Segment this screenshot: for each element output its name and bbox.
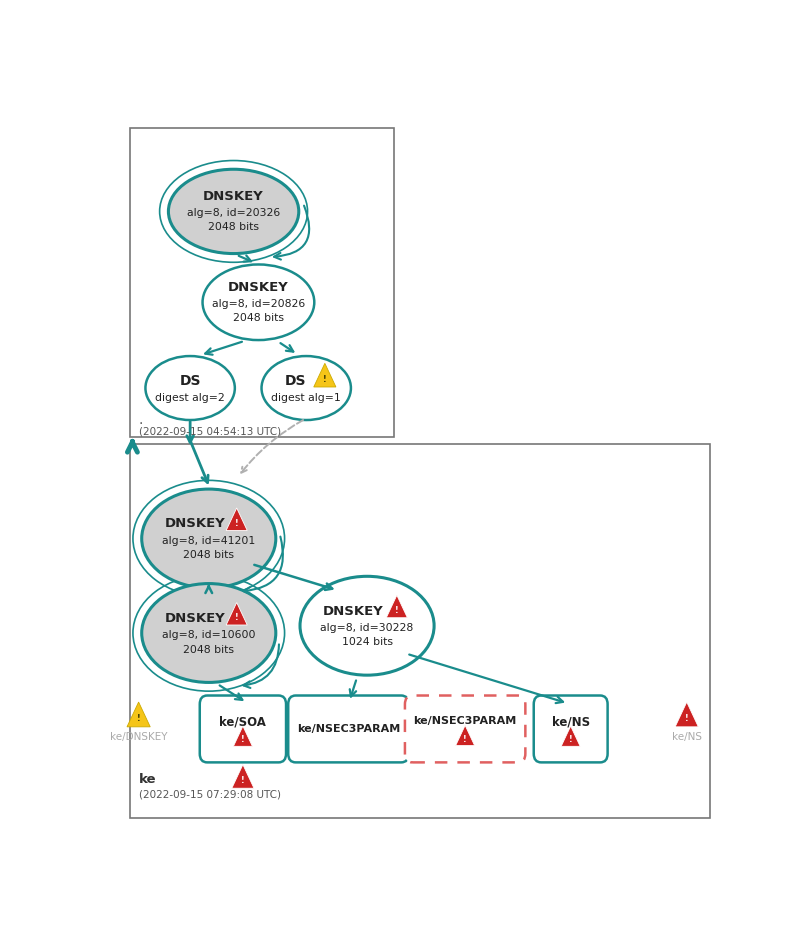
Text: DNSKEY: DNSKEY bbox=[165, 612, 225, 625]
Text: !: ! bbox=[235, 519, 239, 528]
Text: ke/NSEC3PARAM: ke/NSEC3PARAM bbox=[413, 716, 517, 726]
Text: 2048 bits: 2048 bits bbox=[208, 223, 259, 232]
Text: DNSKEY: DNSKEY bbox=[228, 281, 289, 295]
Polygon shape bbox=[127, 702, 151, 727]
Text: !: ! bbox=[685, 715, 689, 723]
Text: !: ! bbox=[395, 606, 399, 615]
Text: ke/SOA: ke/SOA bbox=[219, 716, 267, 728]
Polygon shape bbox=[456, 725, 475, 746]
Text: ke/NS: ke/NS bbox=[552, 716, 590, 728]
Text: DNSKEY: DNSKEY bbox=[323, 605, 384, 617]
Text: !: ! bbox=[241, 735, 245, 744]
Text: ke/DNSKEY: ke/DNSKEY bbox=[110, 732, 167, 742]
Ellipse shape bbox=[168, 169, 299, 254]
Text: 1024 bits: 1024 bits bbox=[341, 637, 392, 648]
Text: DS: DS bbox=[179, 374, 201, 388]
Text: .: . bbox=[139, 413, 143, 427]
Text: ke/NSEC3PARAM: ke/NSEC3PARAM bbox=[297, 724, 400, 733]
Polygon shape bbox=[314, 363, 336, 387]
FancyBboxPatch shape bbox=[199, 696, 286, 763]
Text: 2048 bits: 2048 bits bbox=[183, 550, 234, 560]
Ellipse shape bbox=[146, 356, 235, 420]
Text: 2048 bits: 2048 bits bbox=[233, 313, 284, 323]
Polygon shape bbox=[231, 765, 254, 788]
Ellipse shape bbox=[142, 583, 276, 683]
FancyBboxPatch shape bbox=[405, 696, 525, 763]
Polygon shape bbox=[226, 508, 248, 531]
Text: DNSKEY: DNSKEY bbox=[203, 191, 264, 203]
Text: alg=8, id=30228: alg=8, id=30228 bbox=[320, 623, 413, 632]
Text: alg=8, id=20826: alg=8, id=20826 bbox=[211, 298, 305, 309]
Text: !: ! bbox=[137, 715, 140, 723]
Ellipse shape bbox=[261, 356, 351, 420]
Polygon shape bbox=[562, 726, 580, 747]
Text: ke/NS: ke/NS bbox=[672, 732, 702, 742]
Text: !: ! bbox=[323, 375, 327, 384]
Text: DNSKEY: DNSKEY bbox=[165, 517, 225, 531]
Text: !: ! bbox=[569, 735, 573, 744]
Polygon shape bbox=[386, 596, 408, 617]
Text: digest alg=1: digest alg=1 bbox=[272, 394, 341, 403]
Text: alg=8, id=20326: alg=8, id=20326 bbox=[187, 208, 280, 218]
FancyBboxPatch shape bbox=[533, 696, 608, 763]
Text: 2048 bits: 2048 bits bbox=[183, 645, 234, 655]
Text: (2022-09-15 07:29:08 UTC): (2022-09-15 07:29:08 UTC) bbox=[139, 789, 280, 800]
Ellipse shape bbox=[300, 576, 434, 675]
Text: DS: DS bbox=[284, 374, 306, 388]
Text: ke: ke bbox=[139, 773, 156, 786]
Text: alg=8, id=10600: alg=8, id=10600 bbox=[162, 631, 256, 640]
Polygon shape bbox=[226, 602, 248, 625]
Ellipse shape bbox=[142, 489, 276, 588]
Text: (2022-09-15 04:54:13 UTC): (2022-09-15 04:54:13 UTC) bbox=[139, 427, 280, 437]
Text: !: ! bbox=[463, 734, 467, 744]
Text: alg=8, id=41201: alg=8, id=41201 bbox=[162, 535, 256, 546]
Text: !: ! bbox=[241, 776, 245, 785]
Text: !: ! bbox=[235, 614, 239, 622]
Polygon shape bbox=[233, 726, 252, 747]
FancyBboxPatch shape bbox=[288, 696, 409, 763]
Text: digest alg=2: digest alg=2 bbox=[155, 394, 225, 403]
Polygon shape bbox=[675, 702, 698, 727]
Ellipse shape bbox=[203, 264, 314, 340]
